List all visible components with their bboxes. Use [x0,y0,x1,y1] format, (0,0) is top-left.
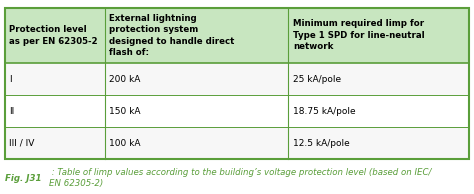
Bar [5,127,469,159]
Text: External lightning
protection system
designed to handle direct
flash of:: External lightning protection system des… [109,14,235,57]
Text: 100 kA: 100 kA [109,139,141,148]
Text: 12.5 kA/pole: 12.5 kA/pole [293,139,350,148]
Text: Fig. J31: Fig. J31 [5,174,41,183]
Bar [5,8,469,159]
Text: I: I [9,74,12,83]
Text: 150 kA: 150 kA [109,107,141,116]
Bar [5,63,469,95]
Text: : Table of limp values according to the building’s voltage protection level (bas: : Table of limp values according to the … [49,168,431,188]
Text: 25 kA/pole: 25 kA/pole [293,74,341,83]
Text: Protection level
as per EN 62305-2: Protection level as per EN 62305-2 [9,25,98,46]
Text: Minimum required Iimp for
Type 1 SPD for line-neutral
network: Minimum required Iimp for Type 1 SPD for… [293,19,424,51]
Bar [5,95,469,127]
Text: II: II [9,107,15,116]
Bar [5,8,469,63]
Text: 18.75 kA/pole: 18.75 kA/pole [293,107,356,116]
Text: 200 kA: 200 kA [109,74,141,83]
Text: III / IV: III / IV [9,139,35,148]
